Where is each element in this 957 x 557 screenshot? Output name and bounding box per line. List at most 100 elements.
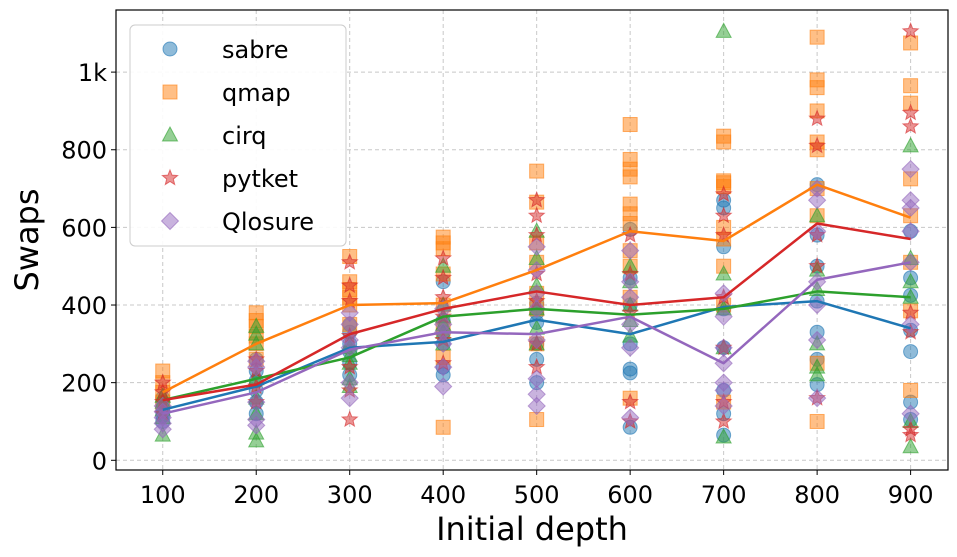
x-tick-label: 900 xyxy=(888,481,934,509)
qmap-point xyxy=(809,413,825,429)
y-tick-label: 200 xyxy=(61,370,107,398)
qlosure-point xyxy=(527,330,546,350)
y-tick-label: 800 xyxy=(61,137,107,165)
qlosure-point xyxy=(901,159,920,179)
legend-marker-sabre xyxy=(162,41,178,57)
y-tick-label: 1k xyxy=(78,59,107,87)
qmap-point xyxy=(622,196,638,212)
cirq-point xyxy=(902,136,919,153)
pytket-point xyxy=(714,225,733,243)
qlosure-point xyxy=(247,410,266,429)
cirq-point xyxy=(715,264,732,281)
cirq-point xyxy=(247,431,265,448)
qlosure-point xyxy=(901,191,920,210)
pytket-point xyxy=(901,21,920,39)
pytket-point xyxy=(901,425,920,443)
legend-label: pytket xyxy=(222,165,298,193)
qlosure-point xyxy=(714,396,733,416)
x-tick-label: 100 xyxy=(140,481,186,509)
cirq-point xyxy=(247,325,265,341)
qlosure-point xyxy=(807,330,827,350)
pytket-point xyxy=(808,136,827,154)
y-tick-label: 600 xyxy=(61,214,107,242)
legend-item-pytket: pytket xyxy=(161,165,298,193)
pytket-point xyxy=(434,249,453,267)
qlosure-point xyxy=(620,272,640,291)
legend-item-qlosure: Qlosure xyxy=(160,208,314,236)
qlosure-point xyxy=(901,404,920,423)
legend-marker-qmap xyxy=(162,84,178,100)
cirq-point xyxy=(902,437,919,454)
qlosure-point xyxy=(527,369,546,388)
plot-frame xyxy=(115,9,949,471)
qlosure-point xyxy=(807,388,827,408)
x-axis-title: Initial depth xyxy=(436,510,628,548)
qlosure-point xyxy=(620,241,640,260)
qlosure-point xyxy=(527,396,546,416)
qlosure-point xyxy=(714,373,733,392)
qmap-point xyxy=(716,128,732,144)
pytket-point xyxy=(340,410,359,428)
legend-label: sabre xyxy=(222,36,289,64)
qlosure-point xyxy=(153,396,172,416)
qlosure-point xyxy=(340,388,359,408)
legend: sabre qmap cirq pytket Qlosure xyxy=(129,24,347,247)
cirq-point xyxy=(808,358,826,374)
pytket-point xyxy=(901,419,920,437)
pytket-point xyxy=(714,412,733,430)
x-tick-label: 400 xyxy=(420,481,466,509)
legend-marker-cirq xyxy=(161,125,179,142)
x-tick-label: 700 xyxy=(701,481,747,509)
pytket-mean-line xyxy=(162,222,911,402)
qmap-point xyxy=(622,117,638,133)
qmap-point xyxy=(809,29,825,45)
legend-marker-pytket xyxy=(161,168,179,186)
legend-item-cirq: cirq xyxy=(161,122,267,150)
x-tick-label: 800 xyxy=(794,481,840,509)
pytket-point xyxy=(901,117,920,135)
qlosure-point xyxy=(714,307,733,326)
pytket-point xyxy=(340,276,359,294)
qlosure-point xyxy=(901,315,920,334)
qlosure-point xyxy=(620,408,640,427)
pytket-point xyxy=(527,206,546,224)
qlosure-point xyxy=(714,338,733,357)
legend-label: Qlosure xyxy=(222,208,314,236)
qmap-point xyxy=(529,163,545,179)
pytket-point xyxy=(621,392,640,410)
qlosure-point xyxy=(901,222,920,241)
mean-lines-layer xyxy=(162,183,912,415)
pytket-point xyxy=(808,109,827,127)
qmap-mean-line xyxy=(162,183,912,394)
qlosure-point xyxy=(527,284,546,303)
qlosure-point xyxy=(807,191,827,210)
pytket-point xyxy=(434,268,453,286)
qmap-point xyxy=(903,35,919,51)
cirq-point xyxy=(715,427,732,444)
qmap-point xyxy=(903,382,919,398)
series-layer xyxy=(153,21,920,454)
legend-label: qmap xyxy=(222,79,291,107)
pytket-point xyxy=(901,103,920,121)
y-tick-label: 0 xyxy=(92,447,107,475)
x-tick-label: 600 xyxy=(607,481,653,509)
legend-marker-qlosure xyxy=(160,211,180,231)
pytket-point xyxy=(714,206,733,224)
legend-box xyxy=(129,24,347,247)
qlosure-mean-line xyxy=(162,261,911,415)
qlosure-point xyxy=(620,338,640,357)
sabre-point xyxy=(903,344,919,360)
sabre-point xyxy=(622,361,638,377)
legend-label: cirq xyxy=(222,122,267,150)
qlosure-point xyxy=(433,377,453,396)
qlosure-point xyxy=(340,303,359,322)
qlosure-point xyxy=(433,357,453,377)
qlosure-point xyxy=(527,237,546,257)
pytket-point xyxy=(340,252,359,270)
cirq-point xyxy=(247,317,265,333)
y-axis-title: Swaps xyxy=(8,188,46,291)
ticks-layer: 100 200 300 400 500 600 700 800 900 0 200 400 600 800… xyxy=(61,59,933,509)
qmap-point xyxy=(622,151,638,167)
x-tick-label: 200 xyxy=(233,481,279,509)
